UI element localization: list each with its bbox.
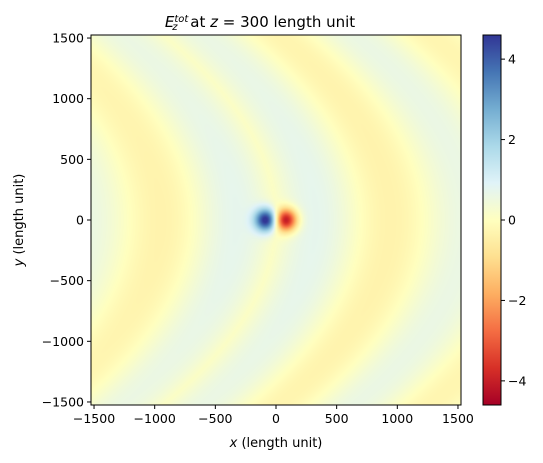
y-tick-label: 0 (76, 213, 84, 228)
y-tick-label: −1000 (42, 334, 84, 349)
x-axis-symbol: x (229, 436, 238, 451)
x-axis-unit: (length unit) (237, 436, 322, 451)
y-axis-label: y (length unit) (12, 174, 27, 268)
x-tick-label: −1000 (134, 411, 176, 426)
x-axis: −1500 −1000 −500 0 500 1000 1500 (73, 405, 474, 426)
x-tick-label: 1500 (442, 411, 474, 426)
colorbar (482, 34, 502, 406)
title-rest: = 300 length unit (218, 13, 355, 31)
chart-title: Etot z at z = 300 length unit (165, 13, 355, 33)
y-tick-label: 1500 (52, 31, 84, 46)
title-mid: at (186, 13, 211, 31)
colorbar-axis: 4 2 0 −2 −4 (501, 52, 526, 388)
colorbar-tick-label: 0 (508, 213, 516, 228)
x-tick-label: −500 (198, 411, 232, 426)
y-tick-label: 500 (60, 152, 84, 167)
x-tick-label: 1000 (381, 411, 413, 426)
colorbar-gradient (483, 35, 501, 405)
title-subscript: z (171, 22, 178, 33)
y-axis-unit: (length unit) (12, 174, 27, 259)
y-axis-symbol: y (12, 258, 27, 267)
x-tick-label: 0 (272, 411, 280, 426)
colorbar-tick-label: 4 (508, 52, 516, 67)
x-tick-label: 500 (325, 411, 349, 426)
x-axis-label: x (length unit) (229, 436, 323, 451)
title-superscript: tot (174, 14, 189, 25)
y-axis: 1500 1000 500 0 −500 −1000 −1500 (42, 31, 91, 409)
title-symbol: E (165, 13, 175, 31)
heatmap-plot (90, 34, 462, 406)
y-tick-label: −1500 (42, 394, 84, 409)
colorbar-tick-label: −2 (508, 293, 526, 308)
y-tick-label: 1000 (52, 91, 84, 106)
colorbar-tick-label: 2 (508, 132, 516, 147)
colorbar-tick-label: −4 (508, 373, 526, 388)
y-tick-label: −500 (50, 273, 84, 288)
heatmap-image (91, 35, 461, 405)
title-z-symbol: z (209, 13, 219, 31)
x-tick-label: −1500 (73, 411, 115, 426)
